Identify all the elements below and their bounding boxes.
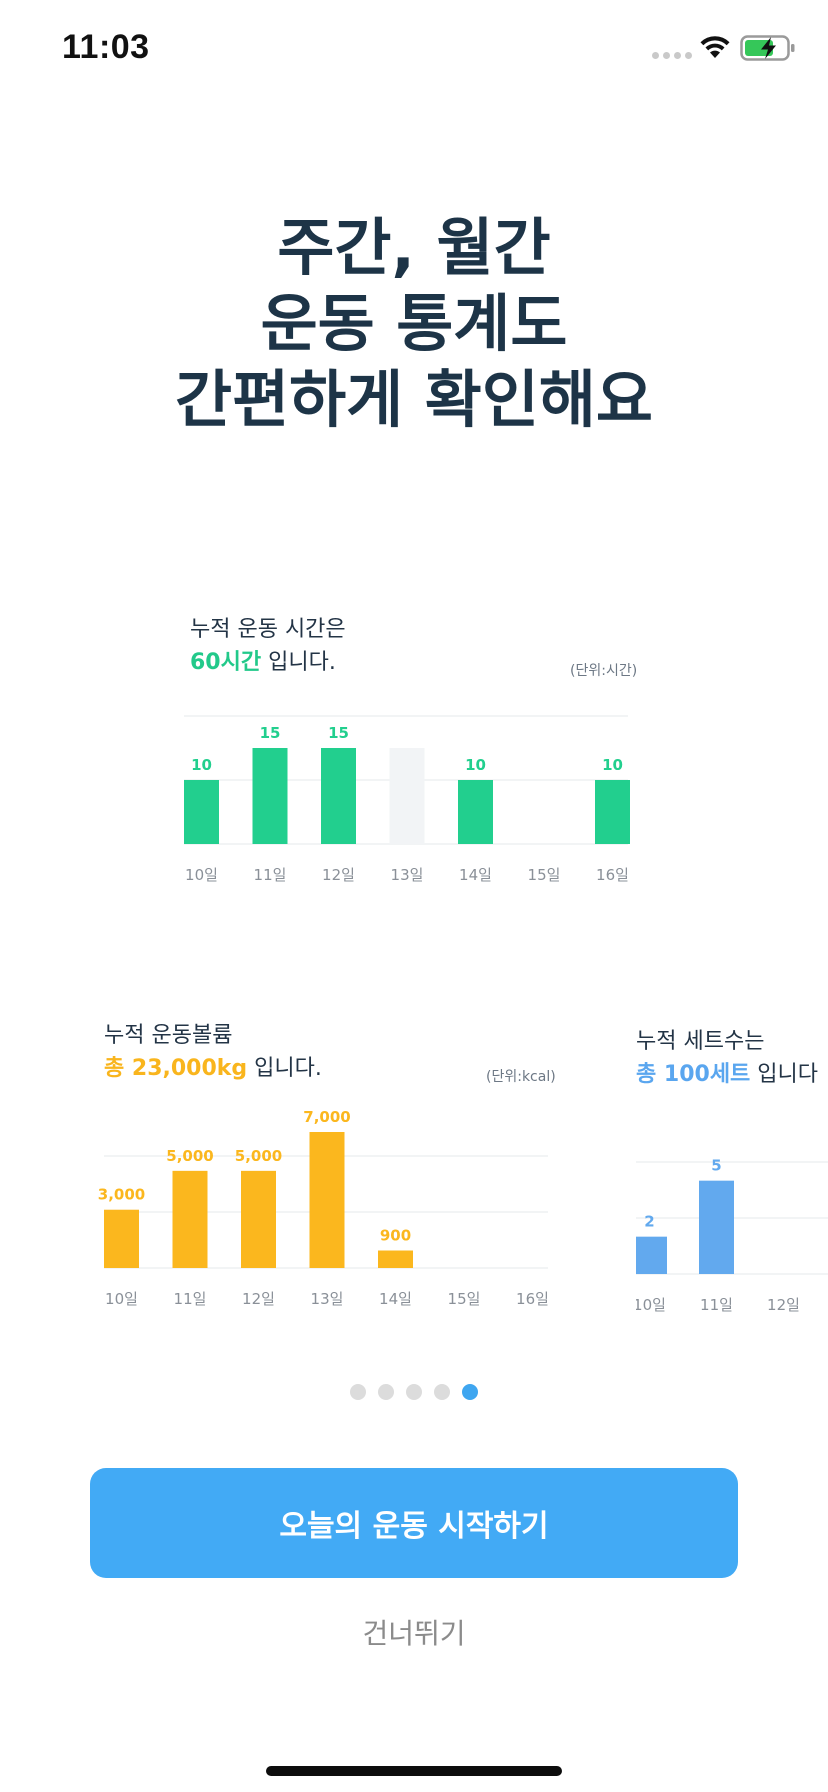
- page-dot[interactable]: [378, 1384, 394, 1400]
- data-label: 7,000: [303, 1108, 350, 1126]
- page-dot[interactable]: [434, 1384, 450, 1400]
- card-title: 누적 운동볼륨: [104, 1023, 233, 1048]
- page-dot[interactable]: [406, 1384, 422, 1400]
- page-dot[interactable]: [350, 1384, 366, 1400]
- card-summary: 총 23,000kg 입니다.: [104, 1052, 564, 1086]
- category-label: 10일: [105, 1290, 138, 1308]
- category-label: 15일: [448, 1290, 481, 1308]
- data-label: 15: [260, 724, 281, 742]
- page-indicator[interactable]: [350, 1384, 478, 1400]
- category-label: 12일: [242, 1290, 275, 1308]
- skip-button[interactable]: 건너뛰기: [362, 1617, 466, 1650]
- data-label: 2: [644, 1213, 654, 1231]
- card-summary: 총 100세트 입니다: [636, 1058, 828, 1092]
- headline-line-2: 운동 통계도: [260, 287, 568, 360]
- headline-line-3: 간편하게 확인해요: [175, 363, 653, 436]
- card-title: 누적 운동 시간은: [190, 617, 346, 642]
- category-label: 16일: [516, 1290, 549, 1308]
- headline-line-1: 주간, 월간: [277, 211, 551, 284]
- bar: [104, 1209, 139, 1268]
- data-label: 5,000: [235, 1147, 282, 1165]
- category-label: 10일: [636, 1296, 666, 1314]
- card-highlight: 총 23,000kg: [104, 1056, 248, 1081]
- category-label: 12일: [322, 866, 355, 884]
- category-label: 16일: [596, 866, 629, 884]
- bar: [458, 780, 493, 844]
- data-label: 5: [711, 1157, 721, 1175]
- onboarding-headline: 주간, 월간 운동 통계도 간편하게 확인해요: [0, 210, 828, 438]
- category-label: 11일: [174, 1290, 207, 1308]
- cellular-signal-icon: [652, 52, 692, 59]
- wifi-icon: [700, 36, 730, 58]
- data-label: 10: [465, 756, 486, 774]
- data-label: 10: [191, 756, 212, 774]
- bar: [699, 1180, 734, 1274]
- bar: [241, 1170, 276, 1268]
- bar: [184, 780, 219, 844]
- category-label: 11일: [700, 1296, 733, 1314]
- category-label: 15일: [528, 866, 561, 884]
- card-summary: 60시간 입니다.: [190, 646, 640, 680]
- bar: [636, 1236, 667, 1274]
- battery-charging-icon: [740, 35, 795, 61]
- bar: [321, 748, 356, 844]
- category-label: 10일: [185, 866, 218, 884]
- category-label: 11일: [254, 866, 287, 884]
- status-time: 11:03: [62, 28, 150, 66]
- total-sets-chart: 2 10일 5 11일 12일: [636, 1157, 828, 1314]
- unit-label: (단위:kcal): [486, 1069, 556, 1085]
- exercise-time-chart: 10 10일 15 11일 15 12일 13일 10 14일 15일 10 16일: [184, 715, 630, 884]
- bar: [172, 1170, 208, 1268]
- data-label: 5,000: [166, 1147, 213, 1165]
- bar: [252, 748, 288, 844]
- category-label: 14일: [379, 1290, 412, 1308]
- card-suffix: 입니다.: [247, 1056, 322, 1081]
- unit-label: (단위:시간): [570, 663, 638, 679]
- category-label: 13일: [311, 1290, 344, 1308]
- exercise-volume-card: 누적 운동볼륨 총 23,000kg 입니다. (단위:kcal) 3,000 1…: [98, 1020, 564, 1320]
- card-highlight: 총 100세트: [636, 1062, 751, 1087]
- exercise-volume-chart: 3,000 10일 5,000 11일 5,000 12일 7,000 13일 900 14일 15…: [98, 1108, 549, 1308]
- bar: [309, 1132, 345, 1268]
- data-label: 3,000: [98, 1186, 145, 1204]
- card-title: 누적 세트수는: [636, 1029, 765, 1054]
- total-sets-card: 누적 세트수는 총 100세트 입니다 2 10일 5 11일 12일: [636, 1026, 828, 1326]
- card-suffix: 입니다: [750, 1062, 819, 1087]
- data-label: 15: [328, 724, 349, 742]
- card-suffix: 입니다.: [261, 650, 336, 675]
- bar: [378, 1250, 413, 1268]
- home-indicator: [266, 1766, 562, 1776]
- placeholder-bar: [389, 748, 425, 844]
- category-label: 12일: [767, 1296, 800, 1314]
- page-dot[interactable]: [462, 1384, 478, 1400]
- bar: [595, 780, 630, 844]
- data-label: 900: [380, 1227, 411, 1245]
- category-label: 13일: [391, 866, 424, 884]
- status-bar: 11:03: [0, 0, 828, 100]
- exercise-time-card: 누적 운동 시간은 60시간 입니다. (단위:시간) 10 10일 15 11일 15…: [184, 614, 640, 904]
- start-workout-button[interactable]: 오늘의 운동 시작하기: [90, 1468, 738, 1578]
- card-highlight: 60시간: [190, 650, 262, 675]
- data-label: 10: [602, 756, 623, 774]
- category-label: 14일: [459, 866, 492, 884]
